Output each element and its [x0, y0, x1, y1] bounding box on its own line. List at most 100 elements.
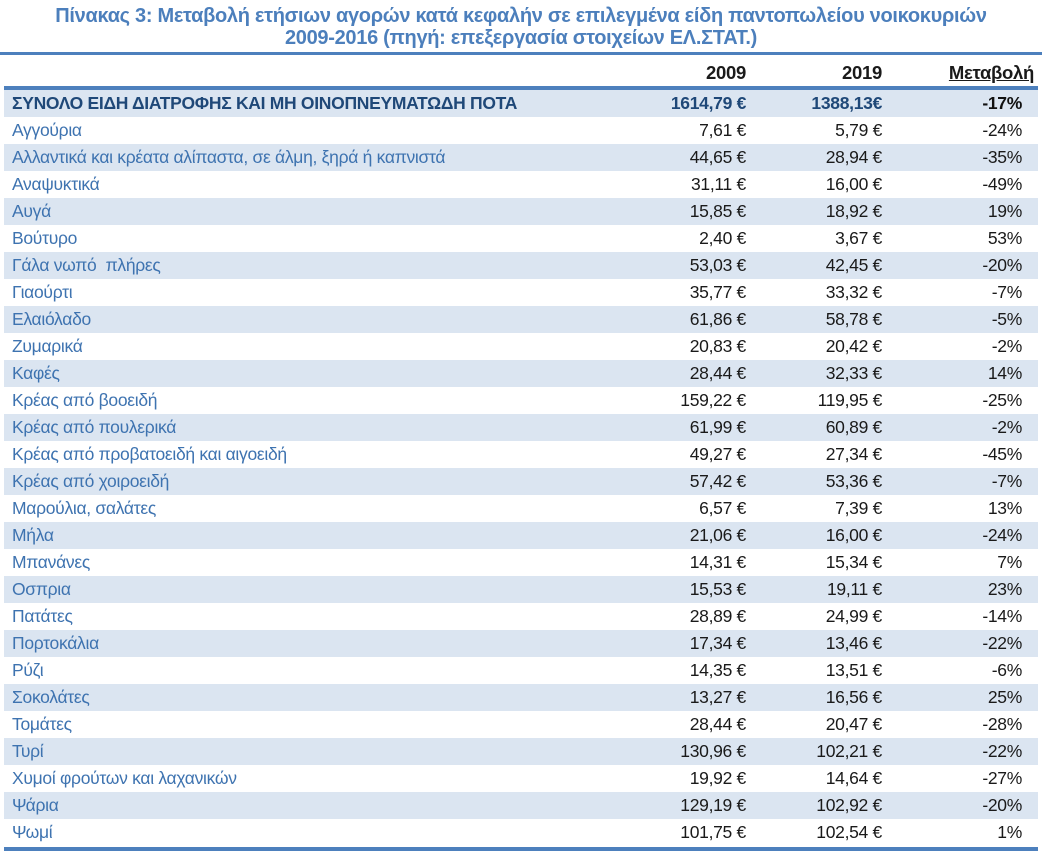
- item-label: Χυμοί φρούτων και λαχανικών: [12, 768, 237, 788]
- value-change: -7%: [991, 471, 1023, 491]
- value-change: 1%: [997, 822, 1022, 842]
- table-row: Χυμοί φρούτων και λαχανικών 19,92 € 14,6…: [4, 765, 1038, 792]
- item-label: Κρέας από βοοειδή: [12, 390, 158, 410]
- header-divider: [4, 86, 1038, 90]
- table-row: Ψάρια 129,19 € 102,92 € -20%: [4, 792, 1038, 819]
- value-2019: 5,79 €: [835, 120, 882, 140]
- value-change: 53%: [987, 228, 1022, 248]
- table-row: Αγγούρια 7,61 € 5,79 € -24%: [4, 117, 1038, 144]
- table-row: Σοκολάτες 13,27 € 16,56 € 25%: [4, 684, 1038, 711]
- value-change: 14%: [987, 363, 1022, 383]
- value-change: -22%: [982, 633, 1022, 653]
- value-2009: 7,61 €: [699, 120, 746, 140]
- table-body: ΣΥΝΟΛΟ ΕΙΔΗ ΔΙΑΤΡΟΦΗΣ ΚΑΙ ΜΗ ΟΙΝΟΠΝΕΥΜΑΤ…: [4, 90, 1038, 846]
- value-2009: 159,22 €: [680, 390, 746, 410]
- value-2019: 3,67 €: [835, 228, 882, 248]
- value-change: -5%: [991, 309, 1023, 329]
- value-2009: 14,35 €: [689, 660, 747, 680]
- item-label: Καφές: [12, 363, 60, 383]
- value-2009: 1614,79 €: [670, 93, 746, 113]
- table-row: Γάλα νωπό πλήρες 53,03 € 42,45 € -20%: [4, 252, 1038, 279]
- table-row: Ρύζι 14,35 € 13,51 € -6%: [4, 657, 1038, 684]
- item-label: Αλλαντικά και κρέατα αλίπαστα, σε άλμη, …: [12, 147, 446, 167]
- table-row: Αναψυκτικά 31,11 € 16,00 € -49%: [4, 171, 1038, 198]
- item-label: Κρέας από χοιροειδή: [12, 471, 170, 491]
- value-2019: 15,34 €: [825, 552, 883, 572]
- value-2019: 18,92 €: [825, 201, 883, 221]
- column-header-2009: 2009: [706, 62, 746, 83]
- value-change: 7%: [997, 552, 1022, 572]
- table-row: Καφές 28,44 € 32,33 € 14%: [4, 360, 1038, 387]
- value-change: 23%: [987, 579, 1022, 599]
- item-label: Πορτοκάλια: [12, 633, 99, 653]
- value-2019: 16,56 €: [825, 687, 883, 707]
- value-2019: 27,34 €: [825, 444, 883, 464]
- value-2019: 42,45 €: [825, 255, 883, 275]
- item-label: Αναψυκτικά: [12, 174, 100, 194]
- value-2019: 20,47 €: [825, 714, 883, 734]
- title-divider: [0, 52, 1042, 55]
- table-row: Οσπρια 15,53 € 19,11 € 23%: [4, 576, 1038, 603]
- value-2009: 35,77 €: [689, 282, 747, 302]
- item-label: Κρέας από πουλερικά: [12, 417, 177, 437]
- item-label: Τυρί: [12, 741, 44, 761]
- item-label: Μήλα: [12, 525, 54, 545]
- item-label: Ψωμί: [12, 822, 53, 842]
- table-row: Ζυμαρικά 20,83 € 20,42 € -2%: [4, 333, 1038, 360]
- table-row: Κρέας από προβατοειδή και αιγοειδή 49,27…: [4, 441, 1038, 468]
- value-2009: 15,85 €: [689, 201, 747, 221]
- table-row: Μαρούλια, σαλάτες 6,57 € 7,39 € 13%: [4, 495, 1038, 522]
- table-row: Μπανάνες 14,31 € 15,34 € 7%: [4, 549, 1038, 576]
- value-change: -2%: [991, 417, 1023, 437]
- value-2019: 19,11 €: [827, 579, 882, 599]
- value-change: -2%: [991, 336, 1023, 356]
- value-change: -25%: [982, 390, 1022, 410]
- value-2009: 61,99 €: [689, 417, 747, 437]
- data-table: 2009 2019 Μεταβολή ΣΥΝΟΛΟ ΕΙΔΗ ΔΙΑΤΡΟΦΗΣ…: [4, 55, 1038, 851]
- table-row: Κρέας από βοοειδή 159,22 € 119,95 € -25%: [4, 387, 1038, 414]
- table-row: Πορτοκάλια 17,34 € 13,46 € -22%: [4, 630, 1038, 657]
- value-2019: 102,21 €: [816, 741, 882, 761]
- value-change: -6%: [991, 660, 1023, 680]
- value-2009: 129,19 €: [680, 795, 746, 815]
- value-change: 25%: [987, 687, 1022, 707]
- item-label: Βούτυρο: [12, 228, 78, 248]
- value-change: -35%: [982, 147, 1022, 167]
- table-header-row: 2009 2019 Μεταβολή: [4, 55, 1038, 86]
- value-2019: 58,78 €: [825, 309, 883, 329]
- item-label: Γιαούρτι: [12, 282, 73, 302]
- value-2019: 13,51 €: [825, 660, 883, 680]
- table-title-line2: 2009-2016 (πηγή: επεξεργασία στοιχείων Ε…: [284, 27, 758, 49]
- value-2009: 57,42 €: [689, 471, 747, 491]
- item-label: Ζυμαρικά: [12, 336, 83, 356]
- item-label: Ψάρια: [12, 795, 59, 815]
- value-change: -28%: [982, 714, 1022, 734]
- item-label: Μαρούλια, σαλάτες: [12, 498, 157, 518]
- table-row: Αυγά 15,85 € 18,92 € 19%: [4, 198, 1038, 225]
- value-change: -27%: [982, 768, 1022, 788]
- value-2019: 28,94 €: [825, 147, 883, 167]
- table-title: Πίνακας 3: Μεταβολή ετήσιων αγορών κατά …: [0, 0, 1042, 49]
- value-2009: 61,86 €: [689, 309, 747, 329]
- item-label: ΣΥΝΟΛΟ ΕΙΔΗ ΔΙΑΤΡΟΦΗΣ ΚΑΙ ΜΗ ΟΙΝΟΠΝΕΥΜΑΤ…: [12, 93, 518, 113]
- value-change: -17%: [982, 93, 1022, 113]
- table-row: ΣΥΝΟΛΟ ΕΙΔΗ ΔΙΑΤΡΟΦΗΣ ΚΑΙ ΜΗ ΟΙΝΟΠΝΕΥΜΑΤ…: [4, 90, 1038, 117]
- value-2009: 44,65 €: [689, 147, 747, 167]
- table-row: Γιαούρτι 35,77 € 33,32 € -7%: [4, 279, 1038, 306]
- table-row: Βούτυρο 2,40 € 3,67 € 53%: [4, 225, 1038, 252]
- value-2019: 102,54 €: [816, 822, 882, 842]
- value-2019: 33,32 €: [825, 282, 883, 302]
- value-change: -49%: [982, 174, 1022, 194]
- value-2009: 14,31 €: [689, 552, 747, 572]
- item-label: Αυγά: [12, 201, 51, 221]
- table-row: Τομάτες 28,44 € 20,47 € -28%: [4, 711, 1038, 738]
- value-2019: 16,00 €: [825, 525, 883, 545]
- value-2019: 20,42 €: [825, 336, 883, 356]
- table-row: Κρέας από χοιροειδή 57,42 € 53,36 € -7%: [4, 468, 1038, 495]
- value-2019: 53,36 €: [825, 471, 883, 491]
- table-row: Πατάτες 28,89 € 24,99 € -14%: [4, 603, 1038, 630]
- table-row: Τυρί 130,96 € 102,21 € -22%: [4, 738, 1038, 765]
- value-2009: 13,27 €: [689, 687, 747, 707]
- table-row: Ελαιόλαδο 61,86 € 58,78 € -5%: [4, 306, 1038, 333]
